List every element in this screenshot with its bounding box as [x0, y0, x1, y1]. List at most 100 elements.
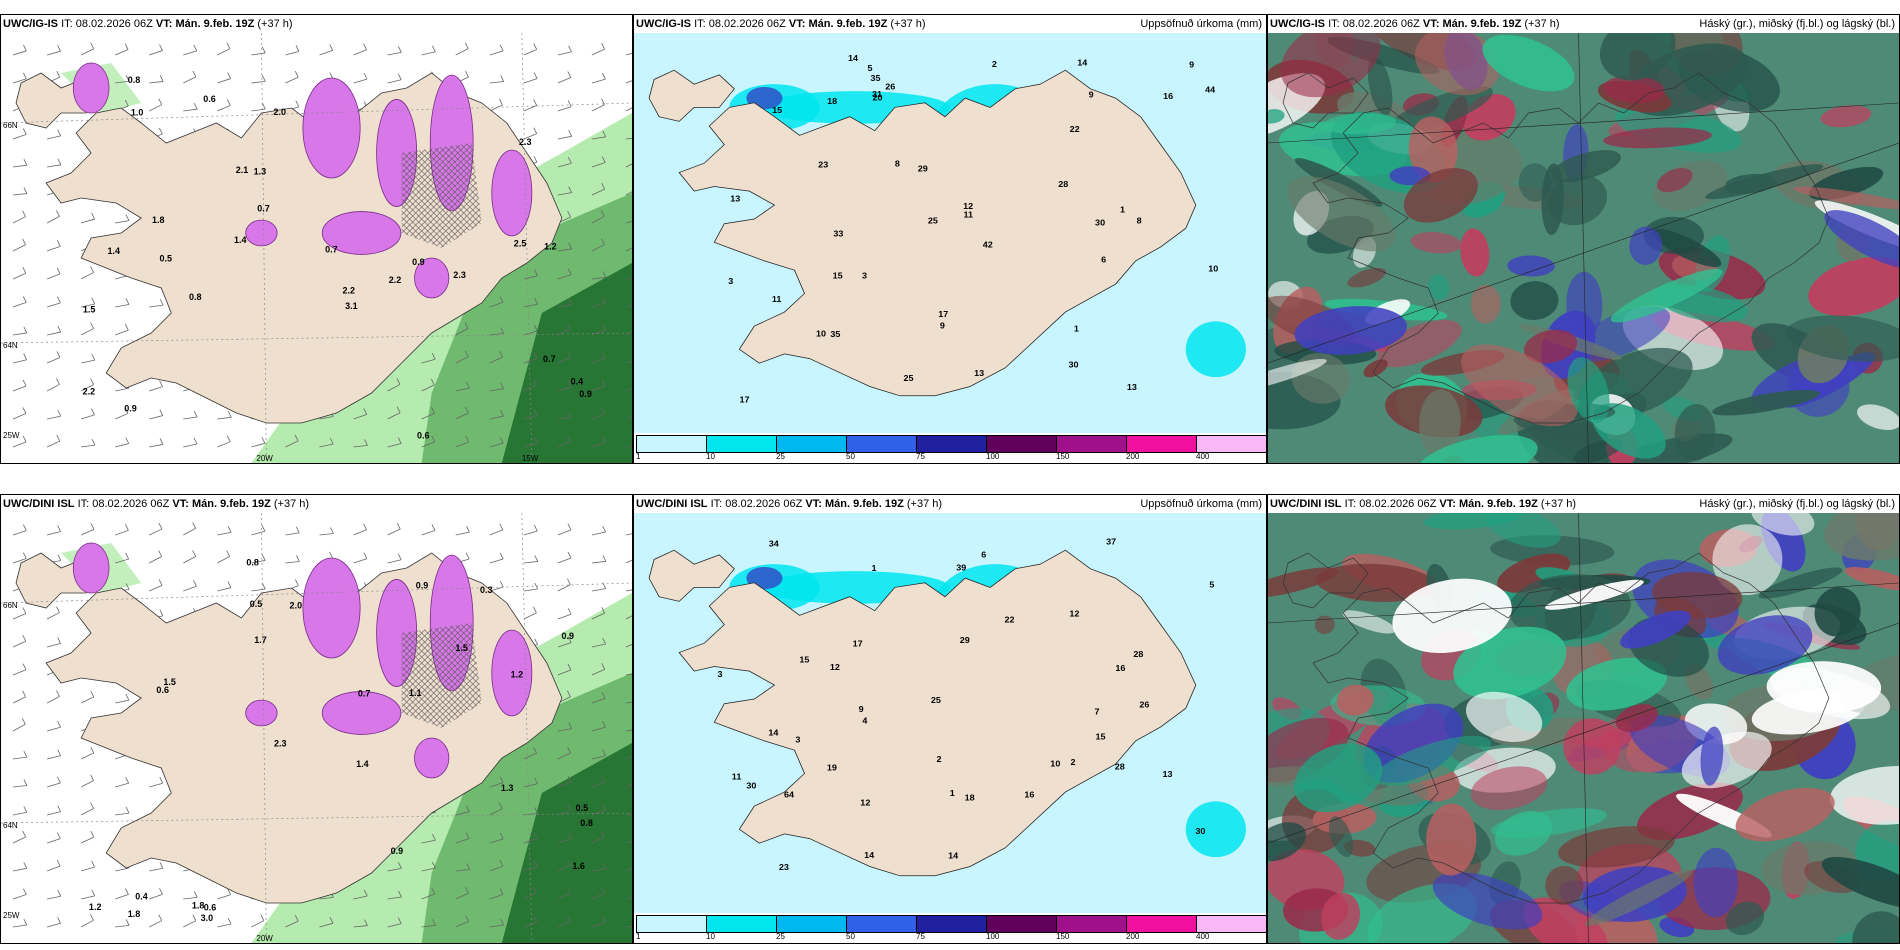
value-label: 2.2 [389, 275, 402, 285]
value-label: 29 [960, 635, 970, 645]
cloud-layers [1268, 513, 1899, 943]
value-label: 8 [1137, 216, 1142, 226]
value-label: 64 [784, 790, 794, 800]
value-label: 1.5 [455, 643, 468, 653]
value-label: 0.8 [246, 558, 259, 568]
value-label: 30 [1195, 826, 1205, 836]
value-label: 13 [1162, 769, 1172, 779]
value-label: 18 [965, 793, 975, 803]
cloud-layers [1268, 33, 1899, 463]
value-label: 23 [779, 862, 789, 872]
value-label: 2.0 [274, 107, 287, 117]
value-label: 16 [1115, 664, 1125, 674]
graticule [1, 33, 632, 463]
axis-label: 25W [3, 431, 20, 440]
value-label: 8 [895, 159, 900, 169]
axis-label: 15W [522, 454, 539, 463]
value-label: 14 [864, 851, 874, 861]
colorbar-label: 50 [846, 452, 855, 461]
value-label: 10 [816, 329, 826, 339]
iceland-outline [1312, 552, 1830, 904]
colorbar-swatch [1056, 915, 1127, 933]
value-label: 25 [903, 373, 913, 383]
axis-label: 64N [3, 821, 18, 830]
value-label: 0.8 [189, 292, 202, 302]
value-label: 31 [872, 89, 882, 99]
colorbar-label: 10 [706, 932, 715, 941]
value-label: 9 [1189, 60, 1194, 70]
value-label: 1.5 [83, 304, 96, 314]
panel-subtitle: Háský (gr.), miðský (fj.bl.) og lágský (… [1699, 18, 1895, 30]
panel-header: UWC/DINI ISL IT: 08.02.2026 06Z VT: Mán.… [634, 495, 1266, 513]
colorbar-label: 50 [846, 932, 855, 941]
value-label: 37 [1106, 537, 1116, 547]
value-label: 1.2 [544, 242, 557, 252]
value-label: 1.6 [572, 861, 585, 871]
value-label: 11 [963, 210, 973, 220]
value-label: 2.3 [519, 137, 532, 147]
colorbar-label: 150 [1056, 932, 1070, 941]
graticule [1268, 513, 1899, 943]
panel-header: UWC/IG-IS IT: 08.02.2026 06Z VT: Mán. 9.… [1268, 15, 1899, 33]
colorbar-swatch [776, 915, 847, 933]
value-label: 0.9 [391, 846, 404, 856]
hatched-area [401, 143, 482, 248]
precip-map: 10 9 12 13 12 14 5 7 11 12 28 25 30 34 22 26 23 28 37 64 39 1… [634, 513, 1266, 913]
value-label: 20 [872, 93, 882, 103]
value-label: 0.6 [204, 902, 217, 912]
graticule [1268, 33, 1899, 463]
value-label: 1 [1120, 205, 1125, 215]
value-label: 0.7 [257, 203, 270, 213]
westfjords-outline [1282, 552, 1369, 609]
map-canvas [1268, 33, 1899, 463]
value-label: 13 [730, 194, 740, 204]
value-label: 1 [950, 788, 955, 798]
value-label: 0.9 [579, 389, 592, 399]
value-label: 3.1 [345, 301, 358, 311]
value-label: 1.7 [254, 635, 267, 645]
value-label: 1.2 [89, 902, 102, 912]
value-label: 0.6 [417, 431, 430, 441]
value-label: 12 [1069, 609, 1079, 619]
value-label: 5 [868, 63, 873, 73]
value-label: 6 [981, 550, 986, 560]
value-label: 5 [1209, 580, 1214, 590]
value-label: 25 [931, 695, 941, 705]
map-canvas: 66N 64N 25W 20W 15W 2.3 3.1 2.0 1.8 0.7 1.2 2.5 0.9 1… [1, 33, 632, 463]
value-label: 0.5 [160, 254, 173, 264]
panel-subtitle: Uppsöfnuð úrkoma (mm) [1140, 498, 1262, 510]
value-label: 1 [1074, 324, 1079, 334]
map-panel-dini-precip: UWC/DINI ISL IT: 08.02.2026 06Z VT: Mán.… [633, 494, 1267, 944]
value-label: 1.5 [163, 677, 176, 687]
value-label: 0.7 [325, 245, 338, 255]
axis-label: 25W [3, 911, 20, 920]
colorbar-label: 1 [636, 932, 641, 941]
map-canvas: 66N64N25W20W2.32.00.91.20.81.30.51.71.80… [1, 513, 632, 943]
colorbar-label: 200 [1126, 932, 1140, 941]
value-label: 12 [830, 662, 840, 672]
colorbar-label: 100 [986, 452, 1000, 461]
value-label: 3 [728, 276, 733, 286]
colorbar-swatch [986, 915, 1057, 933]
axis-label: 20W [256, 934, 273, 943]
value-label: 0.5 [576, 803, 589, 813]
value-label: 22 [1004, 615, 1014, 625]
iceland-landmass [678, 549, 1197, 877]
colorbar-label: 400 [1196, 932, 1210, 941]
value-label: 6 [1101, 255, 1106, 265]
value-label: 13 [974, 368, 984, 378]
value-label: 14 [948, 851, 958, 861]
value-label: 1.3 [254, 167, 267, 177]
value-label: 0.9 [561, 631, 574, 641]
value-label: 30 [1095, 218, 1105, 228]
value-label: 0.7 [543, 354, 556, 364]
panel-header: UWC/IG-IS IT: 08.02.2026 06Z VT: Mán. 9.… [1, 15, 632, 33]
colorbar-swatch [776, 435, 847, 453]
map-panel-dini-cloud: UWC/DINI ISL IT: 08.02.2026 06Z VT: Mán.… [1267, 494, 1900, 944]
value-label: 1.4 [234, 235, 247, 245]
value-label: 1.1 [409, 688, 422, 698]
panel-subtitle: Uppsöfnuð úrkoma (mm) [1140, 18, 1262, 30]
colorbar-label: 25 [776, 452, 785, 461]
precip-map: 6 9 3 3 8 10 11 14 18 35 33 42 44 26 15 20 31 29 8 13 28 30 35… [634, 33, 1266, 433]
value-label: 2.3 [274, 739, 287, 749]
